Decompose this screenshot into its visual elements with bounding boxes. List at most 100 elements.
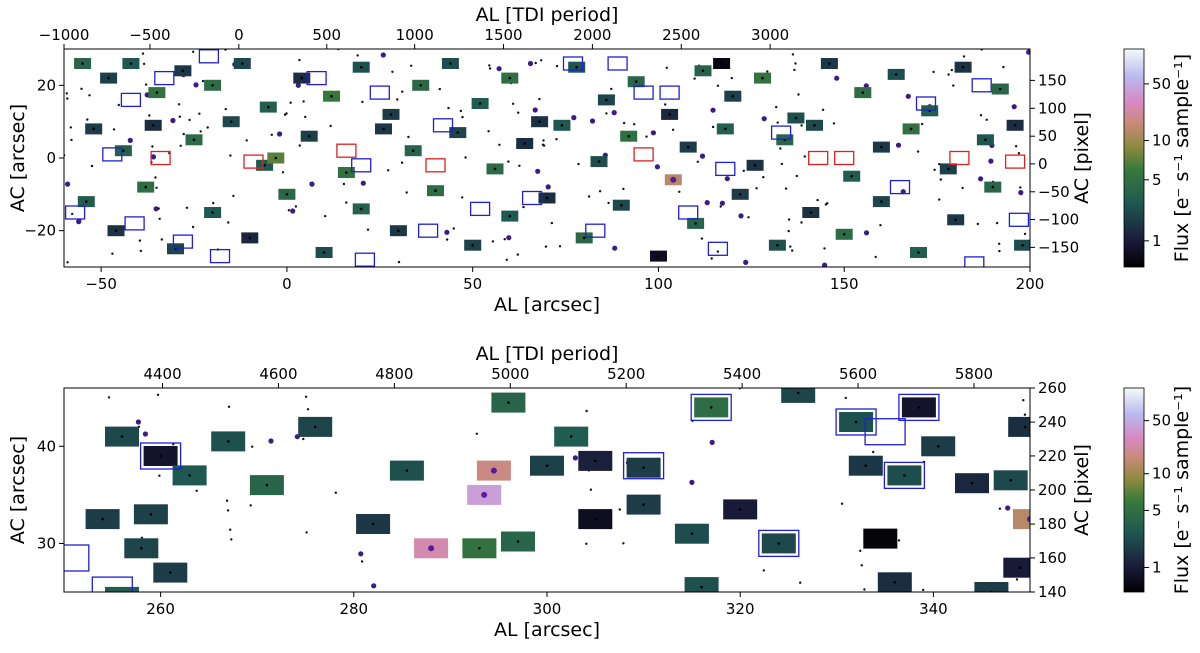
source-dot xyxy=(144,83,148,86)
source-dot xyxy=(933,168,936,171)
source-dot xyxy=(211,211,214,214)
source-dot xyxy=(371,522,375,526)
source-dot xyxy=(475,432,478,435)
source-dot xyxy=(1019,566,1022,569)
source-dot xyxy=(508,214,512,218)
source-dot xyxy=(287,209,291,212)
source-dot xyxy=(438,87,441,91)
source-dot xyxy=(298,58,301,62)
source-dot xyxy=(1018,190,1024,196)
source-dot xyxy=(487,130,490,133)
colorbar-tick-label: 5 xyxy=(1152,171,1162,189)
colorbar-tick-label: 50 xyxy=(1152,412,1171,430)
source-dot xyxy=(281,171,285,174)
source-dot xyxy=(701,69,705,73)
top-tick-label: 5200 xyxy=(607,365,645,383)
source-dot xyxy=(859,549,862,552)
right-y-axis-label: AC [pixel] xyxy=(1071,444,1093,536)
blue-box-mark xyxy=(120,92,142,108)
source-dot xyxy=(879,224,882,227)
source-dot xyxy=(192,50,195,53)
source-dot xyxy=(787,229,790,233)
right-tick-label: 150 xyxy=(1038,71,1067,89)
source-dot xyxy=(605,112,608,115)
source-dot xyxy=(142,431,148,437)
source-dot xyxy=(294,205,298,208)
blue-box-mark xyxy=(707,241,729,256)
source-dot xyxy=(863,230,870,236)
right-tick-label: 160 xyxy=(1038,549,1067,567)
source-dot xyxy=(791,249,794,252)
top-tick-label: 4600 xyxy=(259,365,297,383)
source-dot xyxy=(80,87,83,91)
source-dot xyxy=(984,138,987,142)
source-dot xyxy=(277,131,283,137)
source-dot xyxy=(518,164,521,167)
source-dot xyxy=(371,583,377,589)
source-dot xyxy=(571,115,577,121)
source-dot xyxy=(611,110,617,116)
blue-box-mark xyxy=(1008,212,1030,227)
source-dot xyxy=(777,542,781,545)
top-tick-label: 1500 xyxy=(484,26,522,44)
source-dot xyxy=(1023,232,1027,236)
source-dot xyxy=(304,115,307,119)
source-dot xyxy=(642,466,645,470)
source-dot xyxy=(86,118,89,121)
source-dot xyxy=(300,76,304,80)
blue-box-mark xyxy=(172,234,194,249)
blue-box-mark xyxy=(715,161,736,177)
source-dot xyxy=(192,138,196,142)
source-dot xyxy=(85,200,88,203)
source-dot xyxy=(1005,505,1011,511)
colorbar-label: Flux [e⁻ s⁻¹ sample⁻¹] xyxy=(1171,386,1193,594)
source-dot xyxy=(496,66,502,72)
blue-box-mark xyxy=(369,85,390,100)
source-dot xyxy=(895,142,902,148)
source-dot xyxy=(776,243,779,247)
source-dot xyxy=(572,455,579,461)
source-dot xyxy=(589,118,596,124)
source-dot xyxy=(761,76,764,80)
source-dot xyxy=(716,250,720,253)
y-axis-label: AC [arcsec] xyxy=(7,436,29,544)
source-dot xyxy=(66,261,69,264)
source-dot xyxy=(612,245,618,251)
source-dot xyxy=(544,245,548,248)
source-dot xyxy=(1026,49,1030,55)
source-dot xyxy=(127,137,133,143)
blue-box-mark xyxy=(964,256,985,267)
source-dot xyxy=(407,135,410,139)
source-dot xyxy=(224,107,227,111)
source-dot xyxy=(880,200,883,203)
red-box-mark xyxy=(949,150,970,166)
window-mark xyxy=(1003,557,1030,578)
top-tick-label: −500 xyxy=(129,26,170,44)
source-dot xyxy=(490,467,497,474)
y-axis-label: AC [arcsec] xyxy=(7,104,29,212)
source-dot xyxy=(668,113,671,116)
source-dot xyxy=(144,185,147,189)
source-dot xyxy=(709,439,715,445)
y-tick-label: 40 xyxy=(37,437,56,455)
source-dot xyxy=(738,193,742,196)
source-dot xyxy=(550,221,554,225)
source-dot xyxy=(225,499,229,502)
y-tick-label: −20 xyxy=(24,222,56,240)
source-dot xyxy=(471,243,475,247)
source-dot xyxy=(464,156,467,159)
source-dot xyxy=(555,64,559,68)
source-dot xyxy=(66,97,69,100)
source-dot xyxy=(594,517,597,521)
source-dot xyxy=(503,238,506,241)
x-tick-label: 300 xyxy=(533,600,562,618)
source-dot xyxy=(185,206,189,209)
source-dot xyxy=(633,123,636,126)
source-dot xyxy=(897,539,901,542)
top-tick-label: 2000 xyxy=(573,26,611,44)
source-dot xyxy=(542,144,546,147)
x-tick-label: 50 xyxy=(463,275,482,293)
source-dot xyxy=(493,167,497,171)
source-dot xyxy=(380,52,386,58)
